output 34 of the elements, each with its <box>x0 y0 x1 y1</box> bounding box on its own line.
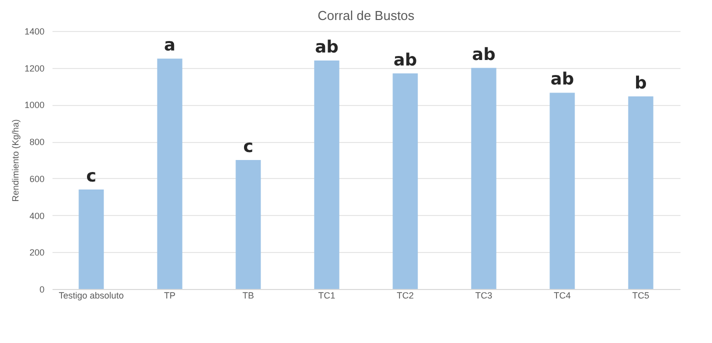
y-tick-label: 800 <box>29 137 44 148</box>
annotation: ab <box>393 50 418 70</box>
annotation: ab <box>472 44 496 65</box>
y-tick-label: 1400 <box>24 26 44 36</box>
y-tick-label: 1000 <box>24 100 44 110</box>
x-tick-label: TC3 <box>475 290 492 300</box>
y-axis-title: Rendimiento (Kg/ha) <box>10 119 20 202</box>
x-tick-label: TB <box>242 290 254 300</box>
bar <box>471 68 496 289</box>
x-tick-label: TC5 <box>632 290 650 300</box>
bar <box>157 58 182 289</box>
y-tick-label: 400 <box>29 210 44 221</box>
x-tick-label: TP <box>164 290 176 300</box>
annotation: ab <box>314 37 339 58</box>
annotation: ab <box>550 70 574 90</box>
y-tick-label: 1200 <box>24 63 44 74</box>
bar <box>78 189 104 289</box>
x-tick-label: Testigo absoluto <box>58 290 124 300</box>
y-tick-label: 600 <box>29 174 44 184</box>
chart-title: Corral de Bustos <box>318 8 415 23</box>
bar <box>550 92 575 289</box>
bar <box>392 73 418 289</box>
bar <box>628 96 654 289</box>
x-tick-label: TC2 <box>396 290 414 300</box>
bar <box>236 160 261 289</box>
x-tick-label: TC4 <box>554 290 571 300</box>
bar <box>314 60 340 289</box>
annotation: a <box>164 36 176 56</box>
y-tick-label: 200 <box>29 248 44 258</box>
annotation: b <box>634 73 647 94</box>
x-tick-label: TC1 <box>318 290 336 300</box>
annotation: c <box>243 137 254 157</box>
y-tick-label: 0 <box>39 284 44 294</box>
annotation: c <box>86 166 96 186</box>
